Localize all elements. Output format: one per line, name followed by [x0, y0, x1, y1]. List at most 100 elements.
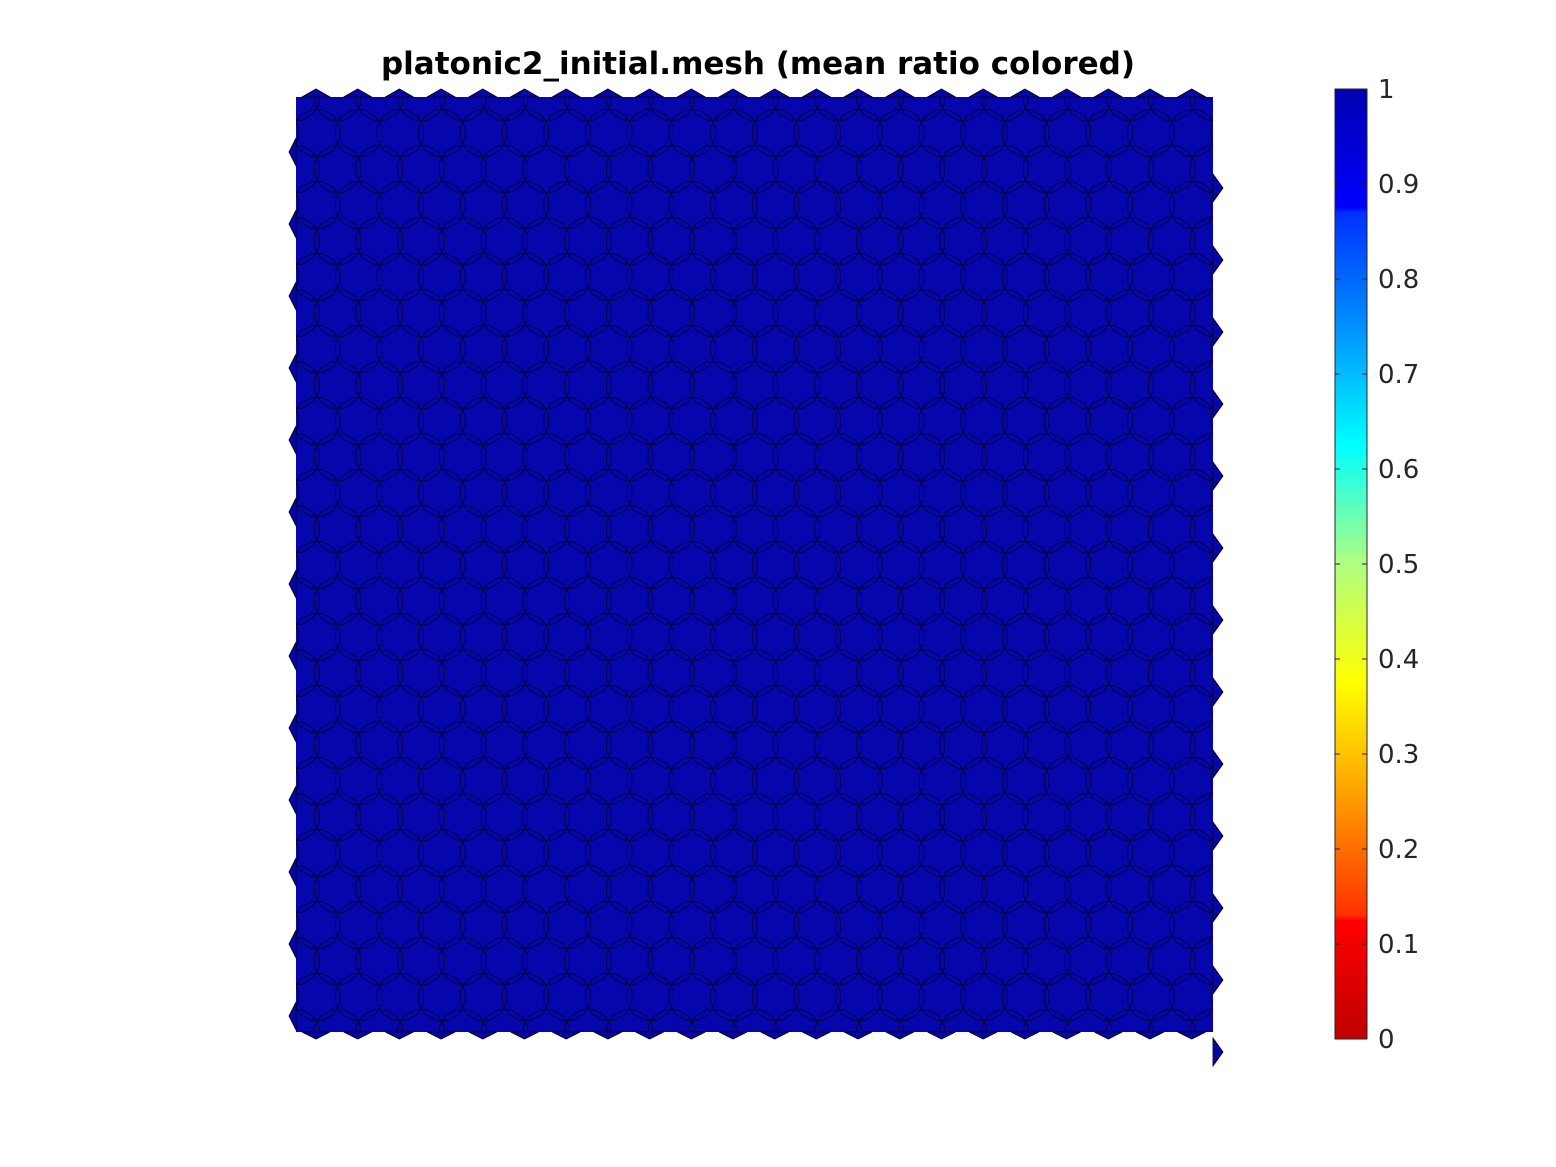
mesh-cell	[710, 685, 758, 733]
mesh-cell	[814, 289, 862, 337]
mesh-cell	[1210, 410, 1213, 432]
mesh-cell	[897, 577, 946, 625]
mesh-cell	[334, 469, 383, 517]
mesh-cell	[856, 97, 904, 121]
mesh-boundary-cell	[467, 88, 499, 98]
mesh-cell	[501, 109, 549, 157]
mesh-cell	[355, 793, 404, 841]
mesh-cell	[1169, 901, 1213, 949]
mesh-cell	[1189, 865, 1213, 913]
mesh-cell	[647, 361, 695, 409]
mesh-boundary-cell	[1176, 88, 1208, 98]
mesh-cell	[752, 325, 800, 373]
mesh-cell	[1106, 721, 1154, 769]
mesh-cell	[564, 97, 612, 121]
mesh-cell	[606, 937, 654, 985]
mesh-cell	[856, 289, 904, 337]
mesh-cell	[418, 757, 466, 805]
colorbar-tick-label: 0.3	[1378, 740, 1419, 770]
mesh-cell	[710, 325, 758, 373]
mesh-cell	[731, 145, 779, 193]
mesh-cell	[294, 38, 340, 84]
mesh-boundary-cell	[717, 88, 749, 98]
mesh-cell	[1106, 433, 1154, 481]
mesh-cell	[1023, 937, 1071, 985]
mesh-cell	[1085, 325, 1133, 373]
mesh-boundary-cell	[550, 88, 582, 98]
mesh-cell	[231, 938, 277, 984]
mesh-cell	[418, 397, 466, 445]
mesh-cell	[296, 145, 320, 193]
mesh-cell	[939, 865, 987, 913]
mesh-cell	[1189, 1009, 1213, 1032]
mesh-boundary-cell	[759, 88, 791, 98]
mesh-cell	[877, 541, 925, 589]
mesh-cell	[334, 181, 383, 229]
mesh-cell	[606, 145, 654, 193]
mesh-cell	[772, 433, 820, 481]
mesh-cell	[1043, 829, 1091, 877]
mesh-cell	[689, 217, 737, 265]
mesh-cell	[296, 901, 341, 949]
mesh-cell	[397, 721, 445, 769]
mesh-cell	[397, 505, 445, 553]
mesh-cell	[376, 181, 424, 229]
mesh-cell	[543, 613, 591, 661]
mesh-cell	[1064, 289, 1112, 337]
mesh-boundary-cell	[802, 1031, 831, 1040]
mesh-cell	[772, 217, 820, 265]
mesh-cell	[606, 721, 654, 769]
mesh-cell	[1169, 469, 1213, 517]
mesh-cell	[480, 505, 529, 553]
mesh-cell	[835, 973, 883, 1021]
mesh-cell	[731, 793, 779, 841]
mesh-cell	[564, 793, 612, 841]
mesh-cell	[1106, 361, 1154, 409]
mesh-boundary-cell	[288, 929, 297, 959]
mesh-cell	[710, 541, 758, 589]
mesh-cell	[918, 469, 966, 517]
mesh-cell	[814, 145, 862, 193]
mesh-cell	[460, 397, 508, 445]
mesh-cell	[1023, 865, 1071, 913]
mesh-boundary-cell	[677, 1031, 706, 1040]
mesh-cell	[1148, 97, 1196, 121]
mesh-cell	[960, 901, 1008, 949]
mesh-cell	[314, 577, 362, 625]
mesh-cell	[1043, 613, 1091, 661]
mesh-cell	[439, 865, 487, 913]
mesh-cell	[647, 937, 695, 985]
mesh-cell	[1211, 38, 1257, 84]
mesh-cell	[1002, 109, 1050, 157]
mesh-cell	[460, 253, 508, 301]
mesh-cell	[814, 1009, 862, 1032]
mesh-cell	[918, 109, 966, 157]
mesh-cell	[522, 937, 570, 985]
mesh-cell	[835, 109, 883, 157]
mesh-cell	[564, 721, 612, 769]
mesh-cell	[1127, 469, 1175, 517]
mesh-cell	[296, 289, 320, 337]
mesh-cell	[981, 721, 1029, 769]
mesh-cell	[231, 650, 277, 696]
mesh-cell	[981, 145, 1029, 193]
mesh-cell	[1169, 109, 1213, 157]
mesh-boundary-cell	[1212, 460, 1224, 492]
mesh-cell	[835, 253, 883, 301]
mesh-cell	[814, 505, 862, 553]
mesh-cell	[501, 253, 549, 301]
mesh-boundary-cell	[552, 1031, 581, 1040]
mesh-cell	[689, 937, 737, 985]
mesh-cell	[231, 74, 277, 120]
mesh-cell	[397, 289, 445, 337]
mesh-cell	[668, 685, 716, 733]
mesh-cell	[1085, 109, 1133, 157]
mesh-boundary-cell	[288, 857, 297, 887]
mesh-cell	[960, 829, 1008, 877]
mesh-cell	[835, 397, 883, 445]
mesh-cell	[522, 145, 570, 193]
mesh-boundary-cell	[1212, 820, 1224, 852]
mesh-cell	[918, 829, 966, 877]
mesh-boundary-cell	[288, 1001, 297, 1031]
mesh-cell	[1064, 865, 1112, 913]
